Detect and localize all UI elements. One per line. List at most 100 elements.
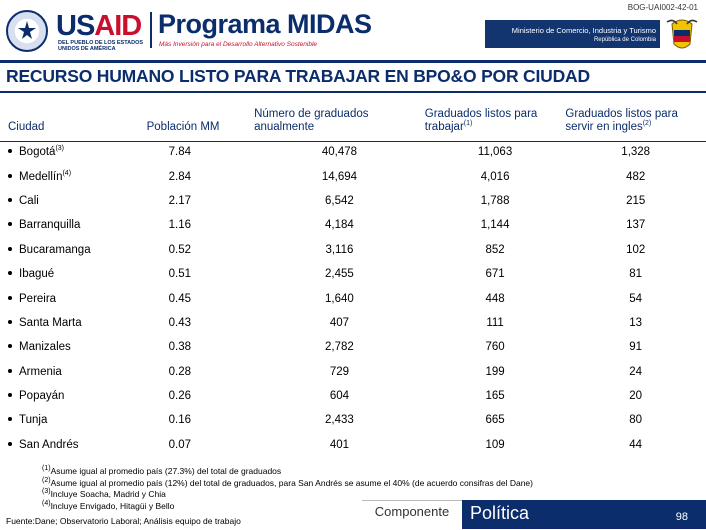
cell-population: 0.43	[168, 316, 191, 329]
cell-ready: 4,016	[480, 170, 510, 183]
cell-ready: 109	[485, 438, 505, 451]
cell-graduates: 604	[329, 390, 350, 403]
cell-population: 0.38	[168, 341, 191, 354]
cell-graduates: 2,433	[325, 414, 354, 427]
cell-city: Bucaramanga	[0, 238, 147, 262]
ministry-banner: Ministerio de Comercio, Industria y Turi…	[485, 20, 660, 48]
table-row: Tunja 0.16 2,433 665 80	[0, 408, 706, 432]
cell-graduates: 407	[329, 316, 350, 329]
logo-divider	[150, 12, 152, 48]
table-row: Bogotá(3) 7.84 40,478 11,063 1,328	[0, 140, 706, 164]
cell-population: 0.52	[168, 243, 191, 256]
cell-english: 13	[629, 316, 643, 329]
cell-city: Bogotá(3)	[0, 140, 147, 164]
cell-population: 1.16	[168, 219, 191, 232]
table-row: Medellín(4) 2.84 14,694 4,016 482	[0, 164, 706, 188]
bullet-icon	[8, 197, 12, 202]
tab-politica-label: Política	[470, 503, 530, 523]
cell-english: 482	[626, 170, 646, 183]
cell-city: Barranquilla	[0, 213, 147, 237]
table-row: Popayán 0.26 604 165 20	[0, 384, 706, 408]
document-id: BOG-UAI002-42-01	[627, 3, 698, 12]
header-ready: Graduados listos para trabajar(1)	[424, 108, 538, 133]
cell-ready: 111	[486, 316, 504, 329]
table-row: Bucaramanga 0.52 3,116 852 102	[0, 238, 706, 262]
graduates-table: Ciudad Población MM Número de graduados …	[0, 102, 706, 457]
cell-english: 1,328	[621, 146, 651, 159]
cell-ready: 760	[485, 341, 505, 354]
cell-graduates: 4,184	[325, 219, 354, 232]
cell-population: 7.84	[168, 146, 191, 159]
cell-english: 80	[629, 414, 643, 427]
bullet-icon	[8, 295, 12, 300]
bullet-icon	[8, 149, 12, 154]
cell-population: 0.28	[168, 365, 191, 378]
cell-english: 102	[626, 243, 646, 256]
cell-city: Armenia	[0, 360, 147, 384]
cell-ready: 1,144	[480, 219, 510, 232]
colombia-crest-icon	[665, 14, 699, 54]
cell-city: Cali	[0, 189, 147, 213]
cell-ready: 852	[485, 243, 505, 256]
cell-english: 137	[626, 219, 646, 232]
cell-graduates: 2,782	[325, 341, 354, 354]
cell-population: 0.51	[168, 268, 191, 281]
bullet-icon	[8, 246, 12, 251]
cell-ready: 199	[485, 365, 505, 378]
cell-english: 44	[629, 438, 643, 451]
cell-city: Ibagué	[0, 262, 147, 286]
cell-ready: 448	[485, 292, 505, 305]
table-row: San Andrés 0.07 401 109 44	[0, 433, 706, 457]
cell-english: 81	[629, 268, 643, 281]
table-row: Santa Marta 0.43 407 111 13	[0, 311, 706, 335]
header-city: Ciudad	[8, 121, 45, 133]
cell-city: Popayán	[0, 384, 147, 408]
cell-graduates: 1,640	[325, 292, 354, 305]
tab-componente: Componente	[362, 500, 462, 530]
usaid-subtitle: DEL PUEBLO DE LOS ESTADOS UNIDOS DE AMÉR…	[58, 40, 144, 52]
cell-population: 0.26	[168, 390, 191, 403]
cell-population: 0.16	[168, 414, 191, 427]
usaid-logo: USAID	[56, 10, 142, 42]
cell-city: Santa Marta	[0, 311, 147, 335]
footnote: (2)Asume igual al promedio país (12%) de…	[42, 476, 533, 488]
bullet-icon	[8, 417, 12, 422]
table-header-row: Ciudad Población MM Número de graduados …	[0, 102, 706, 140]
program-tagline: Más Inversión para el Desarrollo Alterna…	[159, 41, 318, 48]
cell-english: 91	[629, 341, 643, 354]
cell-graduates: 401	[329, 438, 350, 451]
header-population: Población MM	[146, 121, 220, 133]
cell-city: Medellín(4)	[0, 164, 147, 188]
cell-population: 2.84	[168, 170, 191, 183]
footnote: (1)Asume igual al promedio país (27.3%) …	[42, 465, 282, 476]
cell-english: 54	[629, 292, 643, 305]
table-row: Armenia 0.28 729 199 24	[0, 360, 706, 384]
ministry-subtitle: República de Colombia	[593, 37, 656, 43]
cell-ready: 671	[485, 268, 505, 281]
table-row: Ibagué 0.51 2,455 671 81	[0, 262, 706, 286]
title-rule-bottom	[0, 91, 706, 93]
footnotes: (1)Asume igual al promedio país (27.3%) …	[42, 465, 533, 512]
page-header: USAID DEL PUEBLO DE LOS ESTADOS UNIDOS D…	[0, 0, 706, 60]
tab-politica: Política 98	[462, 500, 706, 529]
cell-ready: 1,788	[480, 194, 510, 207]
cell-city: San Andrés	[0, 433, 147, 457]
cell-city: Manizales	[0, 335, 147, 359]
table-row: Pereira 0.45 1,640 448 54	[0, 286, 706, 310]
header-english: Graduados listos para servir en ingles(2…	[565, 108, 678, 133]
bullet-icon	[8, 368, 12, 373]
cell-population: 0.45	[168, 292, 191, 305]
cell-graduates: 2,455	[325, 268, 354, 281]
footnote: (4)Incluye Envigado, Hitagüi y Bello	[42, 499, 175, 511]
bullet-icon	[8, 344, 12, 349]
usaid-seal-icon	[6, 10, 48, 52]
cell-english: 215	[626, 194, 646, 207]
bullet-icon	[8, 173, 12, 178]
page-number: 98	[675, 511, 688, 523]
page-title: RECURSO HUMANO LISTO PARA TRABAJAR EN BP…	[6, 66, 590, 86]
table-row: Barranquilla 1.16 4,184 1,144 137	[0, 213, 706, 237]
ministry-name: Ministerio de Comercio, Industria y Turi…	[511, 26, 656, 35]
title-rule-top	[0, 60, 706, 63]
cell-graduates: 6,542	[325, 194, 354, 207]
cell-population: 0.07	[168, 438, 191, 451]
